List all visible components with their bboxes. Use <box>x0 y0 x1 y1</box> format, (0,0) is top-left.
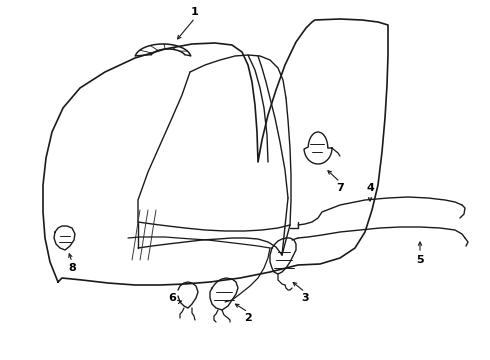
Text: 1: 1 <box>191 7 199 17</box>
Text: 8: 8 <box>68 263 76 273</box>
Text: 6: 6 <box>168 293 176 303</box>
Text: 7: 7 <box>336 183 344 193</box>
Text: 4: 4 <box>366 183 374 193</box>
Text: 2: 2 <box>244 313 252 323</box>
Text: 5: 5 <box>416 255 424 265</box>
Text: 3: 3 <box>301 293 309 303</box>
